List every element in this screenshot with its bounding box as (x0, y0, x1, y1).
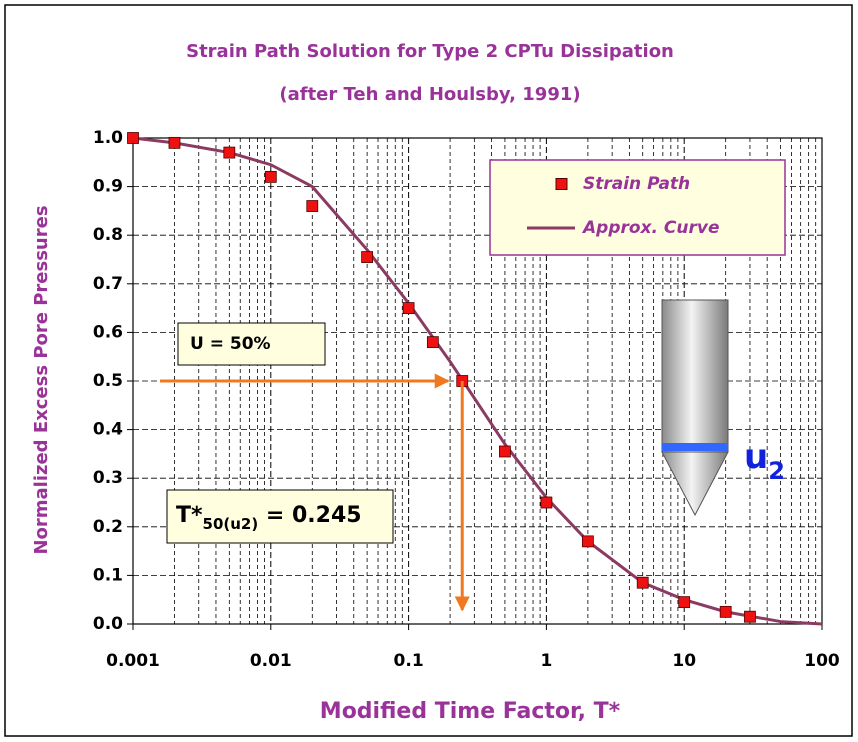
y-tick-label: 0.4 (93, 420, 123, 440)
y-tick-label: 1.0 (93, 128, 123, 148)
probe-label: u2 (744, 437, 785, 486)
point (361, 251, 374, 263)
y-tick-label: 0.6 (93, 322, 123, 342)
probe-shaft (661, 299, 729, 453)
probe-icon (661, 299, 729, 517)
point (223, 146, 236, 159)
plot-border (132, 137, 823, 625)
point (744, 610, 756, 623)
x-tick-label: 100 (804, 651, 840, 671)
annotation-t50: T*50(u2) = 0.245 (176, 503, 362, 533)
x-tick-label: 1 (540, 651, 552, 671)
y-tick-label: 0.7 (93, 274, 123, 294)
y-tick-label: 0.5 (93, 371, 123, 391)
plot (127, 132, 823, 626)
legend-swatch (555, 178, 568, 190)
point (402, 302, 415, 315)
probe-label-main: u (744, 437, 768, 477)
arrows (160, 373, 470, 612)
x-axis-label: Modified Time Factor, T* (320, 699, 621, 724)
y-tick-label: 0.1 (93, 565, 123, 585)
point (719, 605, 732, 618)
probe-label-sub: 2 (768, 457, 785, 485)
legend-label: Strain Path (583, 174, 690, 194)
probe-filter (662, 443, 728, 451)
point (127, 132, 139, 144)
point (306, 200, 319, 212)
annotation-t50-prefix: T* (176, 503, 203, 528)
x-tick-label: 0.001 (106, 651, 160, 671)
legend: Strain Path Approx. Curve (527, 174, 719, 238)
legend-box (489, 159, 786, 256)
y-tick-label: 0.0 (93, 614, 123, 634)
point (264, 170, 277, 183)
y-tick-label: 0.8 (93, 225, 123, 245)
chart-subtitle: (after Teh and Houlsby, 1991) (279, 84, 580, 105)
x-tick-label: 10 (672, 651, 696, 671)
y-tick-label: 0.9 (93, 177, 123, 197)
point (678, 596, 691, 609)
y-axis-label: Normalized Excess Pore Pressures (31, 205, 52, 554)
annotation-t50-sub: 50(u2) (203, 515, 259, 533)
point (540, 496, 553, 509)
point (581, 535, 594, 548)
point (636, 576, 649, 589)
curve (132, 136, 823, 626)
legend-label: Approx. Curve (581, 218, 719, 238)
probe-cone (661, 451, 729, 517)
annotation-box (166, 489, 394, 544)
point (168, 136, 181, 149)
annotation-t50-equals: = (258, 503, 292, 528)
x-tick-label: 0.01 (250, 651, 292, 671)
y-tick-label: 0.2 (93, 517, 123, 537)
annotation-t50-value: 0.245 (292, 503, 362, 528)
point (426, 336, 439, 349)
y-tick-label: 0.3 (93, 468, 123, 488)
annotation-u50: U = 50% (190, 334, 271, 354)
chart-title: Strain Path Solution for Type 2 CPTu Dis… (186, 41, 674, 62)
x-tick-label: 0.1 (394, 651, 424, 671)
point (499, 445, 511, 458)
annotation-box (177, 322, 326, 366)
